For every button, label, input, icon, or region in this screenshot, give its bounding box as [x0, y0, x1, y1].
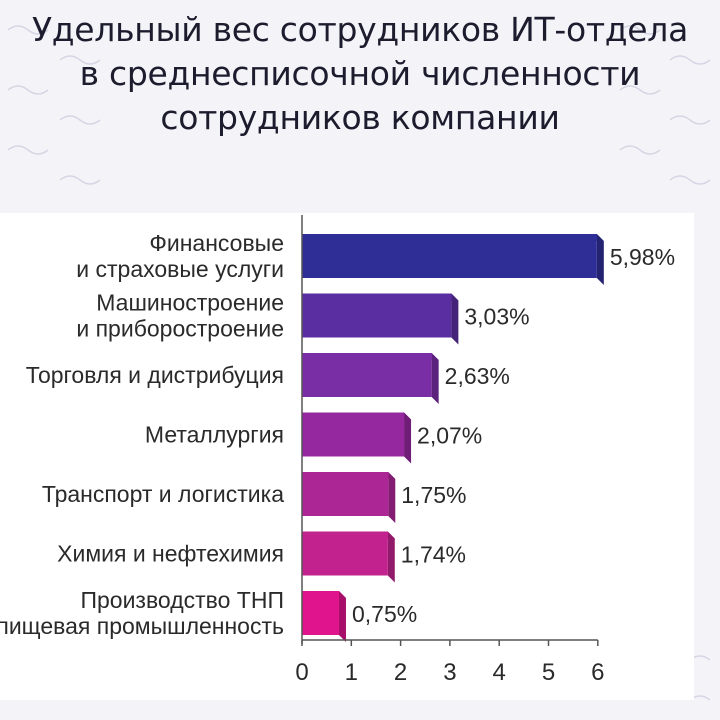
x-axis: 0 1 2 3 4 5 6 [295, 215, 604, 686]
x-tick-label-6: 6 [591, 659, 604, 686]
x-tick-label-1: 1 [345, 659, 358, 686]
category-label-7-line-2: и пищевая промышленность [0, 613, 284, 639]
bar-side-face [388, 472, 396, 523]
title-line-2: в среднесписочной численности [79, 54, 641, 93]
bar-side-face [387, 531, 395, 583]
bar-front-face [302, 293, 452, 338]
value-label-1: 5,98% [610, 244, 675, 270]
value-label-3: 2,63% [445, 363, 510, 389]
bar-6 [302, 531, 395, 583]
bar-front-face [302, 531, 388, 576]
bar-5 [302, 472, 396, 523]
category-label-2-line-2: и приборостроение [76, 316, 284, 342]
bar-1 [302, 234, 604, 285]
category-label-1-line-1: Финансовые [149, 230, 284, 256]
bar-side-face [596, 234, 604, 285]
value-label-5: 1,75% [401, 482, 466, 508]
category-label-6: Химия и нефтехимия [57, 541, 284, 567]
bar-side-face [338, 591, 346, 642]
value-labels: 5,98% 3,03% 2,63% 2,07% 1,75% 1,74% 0,75% [352, 244, 675, 627]
bar-front-face [302, 472, 389, 516]
bar-front-face [302, 234, 597, 278]
category-label-7-line-1: Производство ТНП [80, 587, 284, 613]
bar-4 [302, 412, 412, 464]
bar-side-face [451, 293, 459, 345]
x-tick-label-5: 5 [542, 659, 555, 686]
value-label-4: 2,07% [417, 423, 482, 449]
x-tick-label-2: 2 [394, 659, 407, 686]
category-label-3: Торговля и дистрибуция [26, 362, 284, 388]
bar-7 [302, 591, 346, 642]
bar-front-face [302, 353, 432, 397]
bar-front-face [302, 591, 339, 635]
category-label-5: Транспорт и логистика [42, 481, 284, 507]
page-title: Удельный вес сотрудников ИТ-отдела в сре… [0, 8, 720, 140]
x-tick-label-0: 0 [295, 659, 308, 686]
bar-3 [302, 353, 439, 404]
x-tick-label-3: 3 [443, 659, 456, 686]
title-line-1: Удельный вес сотрудников ИТ-отдела [31, 10, 689, 49]
bar-2 [302, 293, 459, 345]
value-label-2: 3,03% [464, 304, 529, 330]
bars [302, 234, 604, 642]
bar-front-face [302, 412, 405, 457]
value-label-7: 0,75% [352, 601, 417, 627]
title-line-3: сотрудников компании [160, 98, 560, 137]
x-tick-label-4: 4 [493, 659, 506, 686]
category-label-1-line-2: и страховые услуги [76, 256, 284, 282]
bar-side-face [404, 412, 412, 464]
category-label-2-line-1: Машиностроение [96, 290, 284, 316]
value-label-6: 1,74% [401, 542, 466, 568]
category-label-4: Металлургия [145, 422, 284, 448]
bar-side-face [431, 353, 439, 404]
